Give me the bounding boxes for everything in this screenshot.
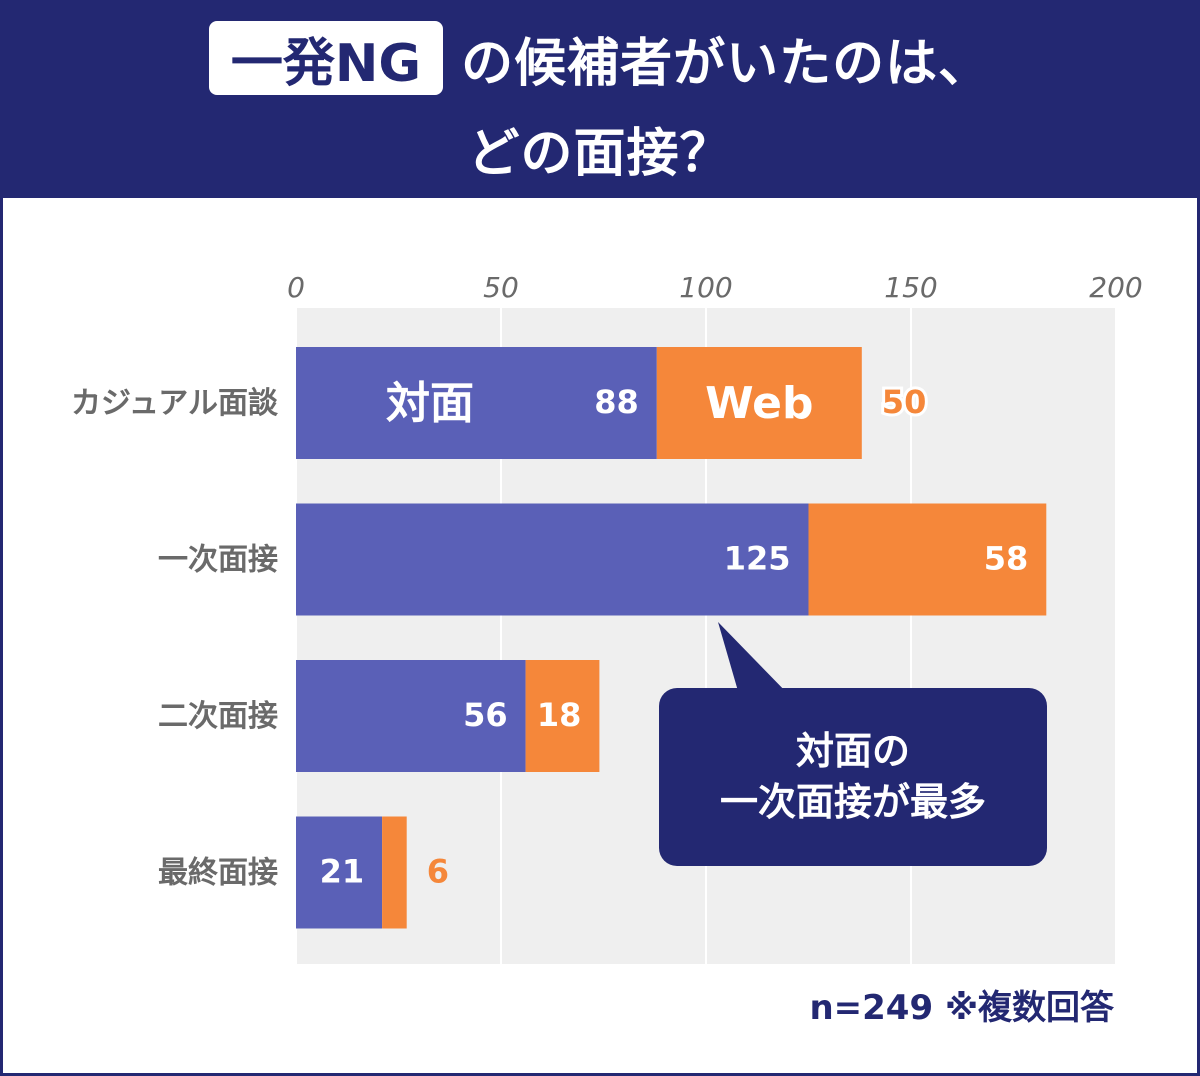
series-label-face-to-face: 対面 bbox=[386, 378, 474, 429]
bar-web bbox=[382, 816, 407, 929]
value-label-face-to-face: 88 bbox=[594, 383, 639, 421]
value-label-web: 18 bbox=[537, 696, 582, 734]
bar-face-to-face bbox=[296, 503, 809, 616]
value-label-face-to-face: 21 bbox=[320, 853, 365, 891]
bar-face-to-face bbox=[296, 816, 383, 929]
value-label-face-to-face: 56 bbox=[463, 696, 508, 734]
category-label: 二次面接 bbox=[158, 699, 278, 734]
title-line-1-text: の候補者がいたのは、 bbox=[461, 33, 992, 94]
title-badge: 一発NG bbox=[208, 21, 444, 95]
category-label: 最終面接 bbox=[158, 856, 278, 891]
series-label-web: Web bbox=[705, 378, 813, 429]
bar-face-to-face bbox=[296, 660, 526, 772]
callout-line-1: 対面の bbox=[795, 728, 910, 773]
footnote: n=249 ※複数回答 bbox=[809, 988, 1114, 1028]
title-line-1: 一発NG の候補者がいたのは、 bbox=[0, 18, 1200, 98]
title-line-2: どの面接？ bbox=[0, 110, 1200, 186]
title-line-2-text: どの面接？ bbox=[467, 123, 733, 184]
value-label-web: 50 bbox=[882, 383, 927, 421]
value-label-web: 6 bbox=[427, 853, 449, 891]
value-label-web: 58 bbox=[984, 540, 1029, 578]
category-label: カジュアル面談 bbox=[71, 386, 279, 421]
x-tick-label: 0 bbox=[287, 271, 305, 304]
callout-bubble: 対面の 一次面接が最多 bbox=[659, 688, 1047, 866]
callout-line-2: 一次面接が最多 bbox=[719, 780, 986, 824]
bar-web bbox=[525, 660, 600, 772]
bar-face-to-face bbox=[296, 347, 657, 459]
x-tick-label: 200 bbox=[1089, 271, 1142, 304]
x-tick-label: 150 bbox=[884, 271, 937, 304]
value-label-face-to-face: 125 bbox=[724, 540, 791, 578]
bar-web bbox=[808, 503, 1047, 616]
title-banner: 一発NG の候補者がいたのは、 どの面接？ bbox=[0, 0, 1200, 198]
bar-web bbox=[656, 347, 862, 459]
x-tick-label: 100 bbox=[679, 271, 732, 304]
category-label: 一次面接 bbox=[158, 543, 278, 578]
x-tick-label: 50 bbox=[483, 271, 519, 304]
